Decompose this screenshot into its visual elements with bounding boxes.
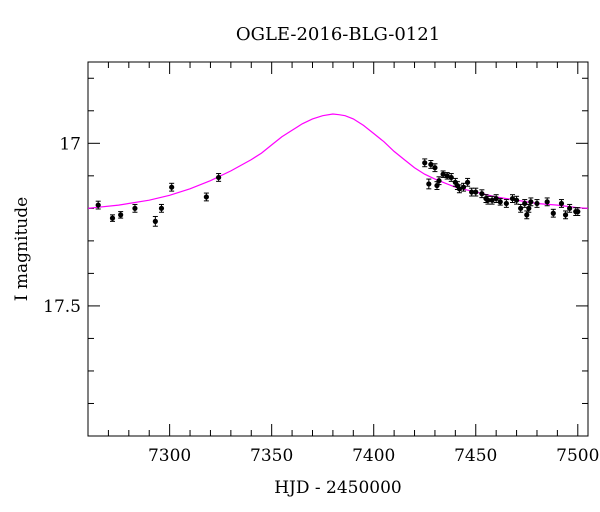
data-point [132, 203, 138, 213]
data-marker [152, 218, 158, 224]
data-marker [522, 200, 528, 207]
data-point [464, 177, 471, 187]
data-marker [118, 212, 124, 218]
data-marker [440, 171, 446, 177]
data-marker [109, 215, 116, 221]
data-marker [448, 174, 454, 181]
x-tick-label: 7500 [556, 446, 599, 466]
data-point [550, 208, 556, 218]
data-marker [203, 194, 209, 200]
data-point [503, 199, 509, 208]
data-marker [493, 195, 499, 202]
data-point [479, 189, 485, 199]
data-marker [567, 205, 573, 211]
data-point [558, 199, 565, 208]
data-marker [444, 173, 450, 179]
data-point [497, 198, 503, 206]
data-point [428, 160, 434, 169]
data-point [169, 182, 175, 192]
data-point [562, 210, 569, 220]
data-marker [526, 205, 532, 211]
plot-frame [87, 61, 589, 437]
data-marker [534, 200, 540, 207]
data-marker [473, 189, 479, 195]
data-point [158, 203, 165, 213]
model-curve-layer [87, 113, 589, 209]
data-point [444, 172, 450, 180]
data-point [109, 214, 116, 222]
data-marker [428, 161, 434, 168]
data-point [509, 194, 516, 203]
data-marker [513, 197, 520, 203]
data-marker [489, 197, 495, 203]
data-marker [456, 186, 463, 192]
data-point [489, 195, 495, 205]
data-marker [464, 179, 471, 185]
data-marker [528, 199, 534, 205]
data-point [118, 211, 124, 219]
data-point [95, 200, 101, 210]
x-tick-label: 7350 [250, 446, 293, 466]
x-tick-label: 7400 [352, 446, 395, 466]
data-marker [562, 212, 569, 218]
data-marker [432, 165, 438, 171]
y-tick-label: 17 [59, 134, 81, 154]
data-marker [550, 210, 556, 216]
data-marker [469, 189, 475, 195]
data-point [567, 203, 573, 213]
data-marker [479, 191, 485, 197]
data-marker [169, 184, 175, 190]
data-marker [422, 160, 428, 166]
data-point [575, 207, 581, 217]
data-marker [524, 212, 530, 218]
data-marker [518, 205, 524, 211]
data-point [522, 199, 528, 208]
data-point [436, 176, 442, 186]
data-marker [485, 197, 491, 203]
data-point [513, 195, 520, 205]
data-point [426, 178, 432, 190]
model-curve [87, 113, 589, 209]
data-marker [509, 195, 516, 202]
data-point [528, 197, 534, 207]
y-axis-title: I magnitude [12, 197, 32, 301]
data-marker [503, 200, 509, 207]
data-point [456, 184, 463, 194]
axis-ticks: 7300 7350 7400 7450 7500 17 17.5 [43, 62, 599, 466]
data-point [534, 199, 540, 208]
data-point [460, 182, 467, 192]
x-tick-label: 7450 [454, 446, 497, 466]
data-marker [426, 181, 432, 187]
x-axis-title: HJD - 2450000 [274, 478, 402, 498]
data-point [422, 158, 428, 168]
data-marker [95, 202, 101, 208]
data-point [440, 170, 446, 178]
data-point [152, 215, 158, 227]
data-marker [132, 205, 138, 211]
data-points-layer [95, 158, 581, 227]
data-marker [497, 199, 503, 205]
data-point [216, 173, 222, 182]
data-point [518, 203, 524, 213]
y-tick-label: 17.5 [43, 297, 81, 317]
x-tick-label: 7300 [148, 446, 191, 466]
data-point [473, 187, 479, 197]
data-marker [575, 209, 581, 215]
data-marker [436, 178, 442, 184]
data-point [432, 163, 438, 173]
data-marker [460, 184, 467, 190]
chart-title: OGLE-2016-BLG-0121 [236, 24, 440, 45]
data-marker [158, 205, 165, 211]
data-point [203, 192, 209, 202]
data-marker [544, 199, 550, 205]
data-point [544, 197, 550, 207]
data-marker [216, 174, 222, 181]
data-marker [558, 200, 565, 207]
data-point [448, 173, 454, 182]
